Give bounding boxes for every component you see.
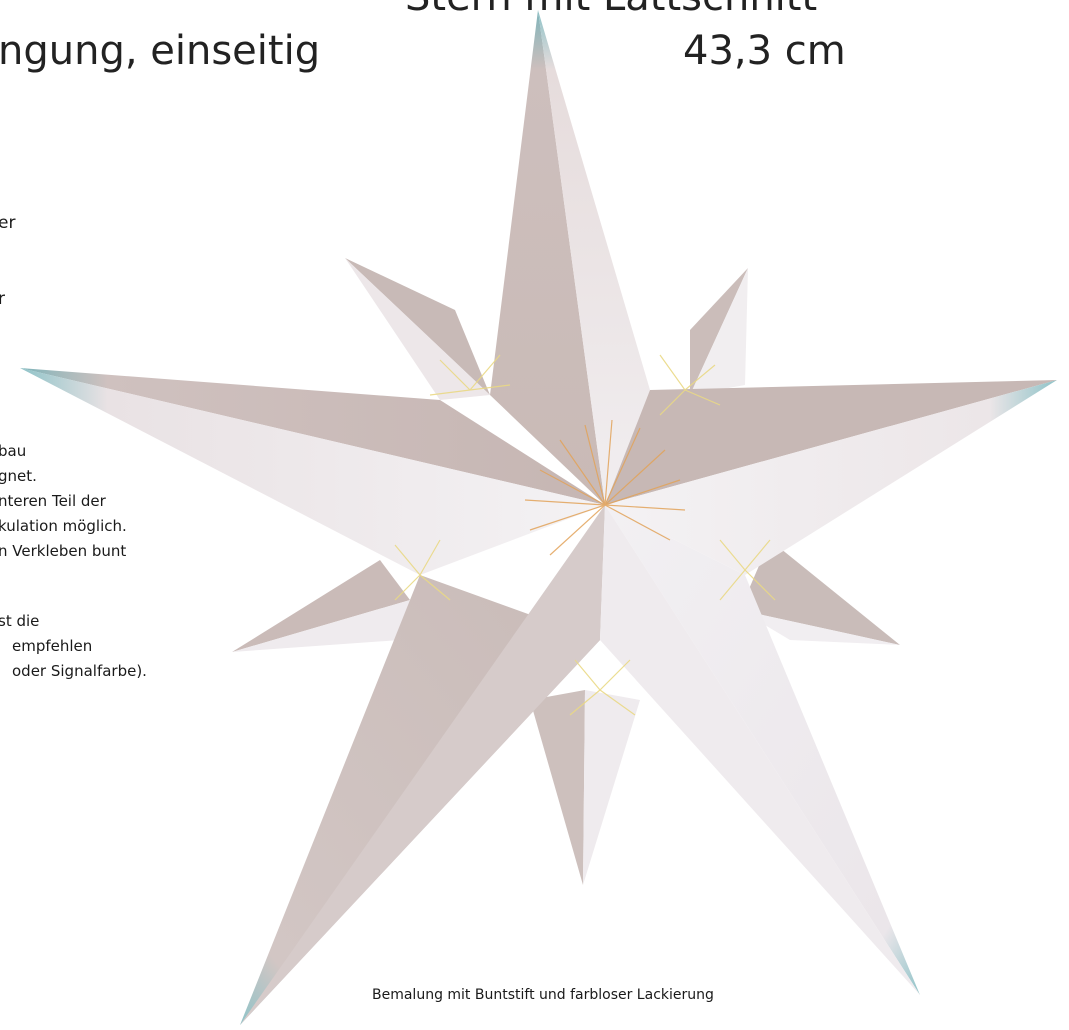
text-fragment: gnet. (0, 467, 37, 485)
star-size-label: 43,3 cm (683, 28, 846, 74)
heading-line: ngung, einseitig (0, 28, 321, 74)
text-fragment: r (0, 289, 5, 309)
star-back-points (232, 258, 900, 885)
text-fragment: bau (0, 442, 27, 460)
star-front-points (20, 10, 1057, 1025)
text-fragment: oder Signalfarbe). (12, 662, 147, 680)
heading-top-fragment: Stern mit Lattschnitt (405, 0, 817, 20)
text-fragment: n Verkleben bunt (0, 542, 127, 560)
text-fragment: nteren Teil der (0, 492, 106, 510)
text-fragment: er (0, 213, 16, 233)
text-fragment: st die (0, 612, 40, 630)
photo-caption: Bemalung mit Buntstift und farbloser Lac… (372, 987, 714, 1003)
star-small-rays (394, 354, 776, 716)
text-fragment: empfehlen (12, 637, 93, 655)
star-center-rays (524, 419, 686, 556)
text-fragment: kulation möglich. (0, 517, 127, 535)
